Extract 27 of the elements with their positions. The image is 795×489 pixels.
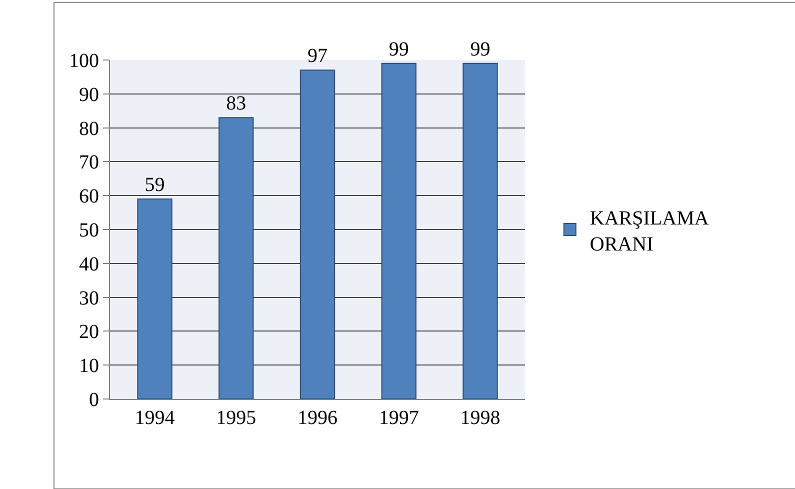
y-tick-label: 80 [79, 118, 99, 140]
bar [218, 117, 254, 399]
data-label: 99 [470, 38, 490, 60]
data-label: 59 [144, 174, 165, 196]
y-tick-label: 50 [79, 220, 99, 242]
legend-label: KARŞILAMA ORANI [590, 207, 710, 256]
x-tick-label: 1997 [378, 407, 419, 429]
bar [300, 70, 336, 399]
bar [462, 62, 498, 399]
y-tick-label: 0 [89, 389, 99, 411]
y-tick-label: 10 [79, 355, 99, 378]
data-label: 97 [308, 45, 328, 68]
x-tick-label: 1994 [134, 407, 175, 429]
x-tick-label: 1998 [460, 407, 500, 429]
x-tick-label: 1996 [298, 407, 338, 429]
data-label: 83 [226, 92, 246, 115]
bar [137, 198, 172, 399]
y-tick-label: 20 [79, 321, 99, 344]
x-tick-label: 1995 [216, 407, 256, 429]
y-tick-label: 40 [79, 253, 99, 276]
y-tick-label: 100 [69, 50, 99, 72]
y-tick-label: 90 [79, 84, 99, 106]
y-tick-label: 60 [79, 186, 99, 208]
y-tick-label: 30 [79, 287, 99, 310]
y-tick-label: 70 [79, 152, 99, 174]
data-label: 99 [388, 38, 409, 60]
bar [381, 62, 416, 399]
